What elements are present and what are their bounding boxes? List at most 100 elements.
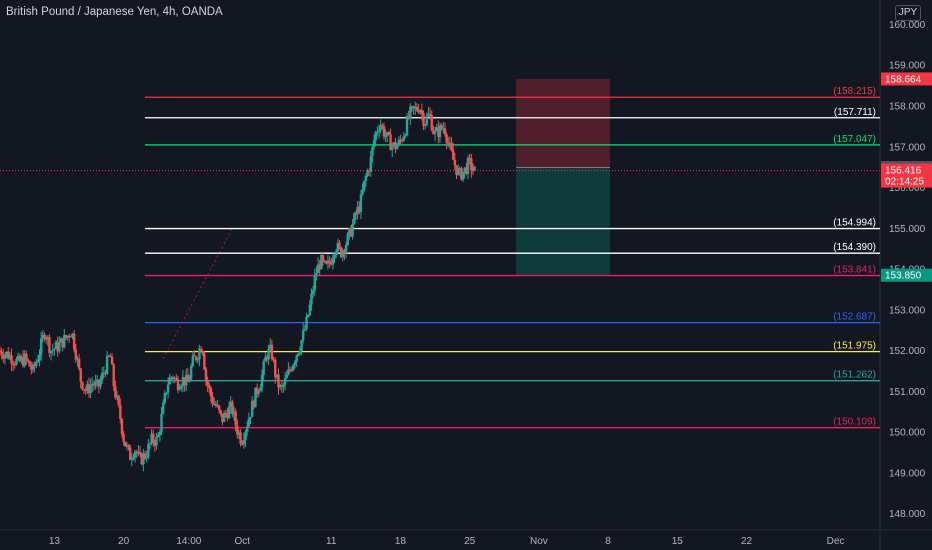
x-tick-label: 25 [464,536,476,547]
candle-body [466,157,470,174]
candle-body [219,410,223,414]
candle-body [173,377,176,379]
candle-body [453,159,457,166]
candle-body [420,110,424,114]
candle-body [100,372,104,381]
candle-body [237,432,241,435]
candle-body [76,358,79,360]
candle-body [308,304,312,315]
candle-body [341,250,344,258]
candle-body [204,369,208,381]
candle-body [138,451,142,454]
candle-body [358,206,361,213]
price-badge-label: 156.416 [885,166,922,177]
candle-body [13,364,17,366]
candle-body [351,223,354,237]
candle-body [79,368,82,382]
candle-body [21,357,25,366]
candle-body [447,142,450,144]
candle-body [23,353,26,366]
x-tick-label: 11 [326,536,337,547]
y-tick-label: 156.000 [889,183,926,194]
candle-body [135,451,138,454]
candle-body [147,444,150,458]
candle-body [49,351,53,354]
candle-body [432,130,435,134]
candle-body [68,335,71,338]
candle-body [58,342,61,352]
candle-body [460,168,463,180]
candle-body [425,116,429,125]
candle-body [165,392,168,394]
candle-body [8,355,12,359]
candle-body [404,135,407,137]
candle-body [15,359,18,365]
candle-body [356,206,359,215]
candle-body [247,418,251,427]
currency-badge[interactable]: JPY [895,5,921,21]
candle-body [400,140,404,142]
candle-body [252,400,255,408]
candle-body [178,388,181,390]
candle-body [239,432,242,444]
candle-body [104,372,107,374]
candle-body [290,369,293,371]
candle-body [189,366,193,380]
candle-body [262,361,265,375]
candle-body [160,413,163,433]
stop-loss-zone [516,78,611,168]
horizontal-level-label: (151.975) [833,341,876,352]
x-tick-label: 14:00 [176,536,201,547]
candle-body [278,385,282,388]
candle-body [392,142,396,146]
candle-body [186,374,190,383]
candle-body [185,374,188,386]
candle-body [330,262,333,265]
candle-body [28,361,31,367]
candle-body [124,441,127,447]
candle-body [387,132,391,135]
candle-body [198,348,201,360]
candle-body [77,358,81,369]
candle-body [180,385,183,389]
candle-body [130,458,134,461]
candle-body [191,355,195,367]
candle-body [30,366,33,370]
candle-body [112,364,115,387]
y-tick-label: 157.000 [889,142,926,153]
candle-body [36,360,40,362]
candle-body [440,125,443,130]
candle-body [323,260,326,262]
candle-body [196,359,199,361]
candle-body [450,142,453,151]
x-tick-label: 22 [741,536,753,547]
candle-body [456,169,460,175]
candle-body [152,433,155,443]
candle-body [422,113,425,127]
candle-body [463,167,466,172]
x-tick-label: Oct [234,536,250,547]
candle-body [417,110,420,113]
candle-body [119,404,122,420]
x-tick-label: 8 [605,536,611,547]
candle-body [394,142,397,150]
candle-body [226,413,229,419]
candle-body [259,387,262,392]
candle-body [82,389,86,391]
candle-body [86,384,89,391]
candle-body [311,290,315,294]
candle-body [470,158,473,171]
horizontal-level-label: (152.687) [833,312,876,323]
candle-body [0,350,2,352]
candle-body [35,361,38,367]
candle-body [38,354,41,361]
y-tick-label: 159.000 [889,61,926,72]
candle-body [399,139,402,141]
price-badge [881,72,932,86]
candle-body [371,147,374,157]
price-badge-timer: 02:14:25 [885,177,924,188]
candle-body [336,242,340,252]
candle-body [181,377,185,386]
candle-body [94,381,97,386]
